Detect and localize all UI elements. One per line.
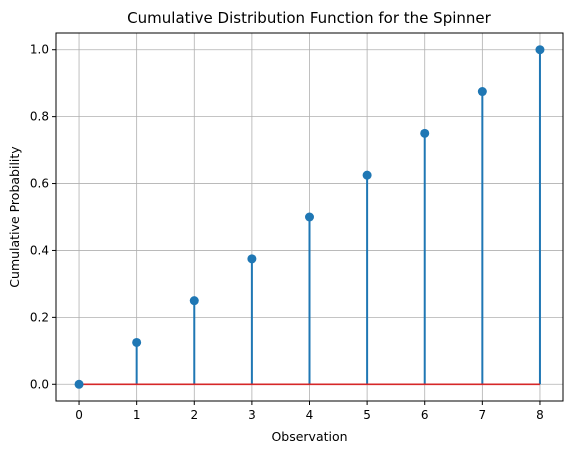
x-tick-label: 5 — [363, 408, 371, 422]
stem-marker — [420, 128, 430, 138]
stem-marker — [189, 296, 199, 306]
stem-marker — [535, 45, 545, 55]
x-tick-label: 2 — [190, 408, 198, 422]
marker-series — [74, 45, 545, 389]
y-tick-label: 0.4 — [30, 243, 49, 257]
x-tick-label: 4 — [306, 408, 314, 422]
stem-marker — [477, 87, 487, 97]
stem-marker — [305, 212, 314, 222]
x-axis-label: Observation — [271, 429, 347, 444]
y-tick-label: 0.8 — [30, 110, 49, 124]
x-tick-label: 8 — [536, 408, 544, 422]
stem-marker — [74, 379, 84, 389]
axis-ticks: 0 1 2 3 4 5 6 7 8 0.0 0.2 0.4 0.6 0.8 1.0 — [30, 43, 544, 422]
stem-marker — [247, 254, 257, 264]
y-tick-label: 0.6 — [30, 177, 49, 191]
y-axis-label: Cumulative Probability — [7, 146, 22, 288]
y-tick-label: 1.0 — [30, 43, 49, 57]
y-tick-label: 0.2 — [30, 310, 49, 324]
x-tick-label: 6 — [421, 408, 429, 422]
x-tick-label: 7 — [479, 408, 487, 422]
x-tick-label: 3 — [248, 408, 256, 422]
y-tick-label: 0.0 — [30, 377, 49, 391]
stem-marker — [362, 170, 372, 180]
chart-title: Cumulative Distribution Function for the… — [127, 9, 491, 27]
x-tick-label: 1 — [133, 408, 141, 422]
stem-series — [79, 49, 541, 386]
x-tick-label: 0 — [75, 408, 83, 422]
stem-marker — [132, 337, 142, 347]
